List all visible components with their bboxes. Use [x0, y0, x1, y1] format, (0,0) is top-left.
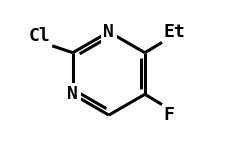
Text: Et: Et [164, 23, 185, 41]
Text: N: N [103, 23, 114, 41]
Text: Cl: Cl [28, 27, 50, 45]
Text: F: F [164, 106, 175, 124]
Text: N: N [67, 85, 78, 103]
